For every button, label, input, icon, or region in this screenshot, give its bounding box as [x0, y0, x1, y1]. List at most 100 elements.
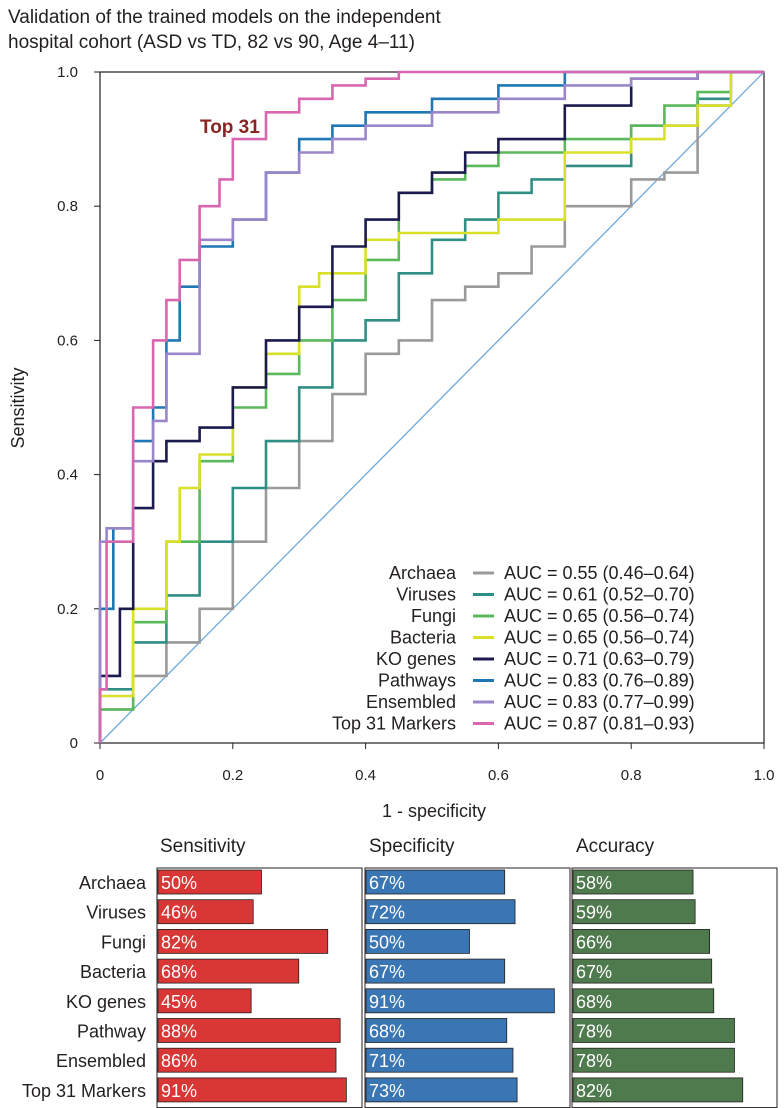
bar-specificity [365, 929, 470, 954]
bar-accuracy [572, 958, 713, 984]
bar-value-label: 67% [369, 873, 405, 893]
roc-chart: 0 0 0.2 0.2 0.4 0.4 0.6 0.6 0.8 0.8 1.0 1.0 1 - spec… [8, 64, 774, 821]
legend-auc: AUC = 0.65 (0.56–0.74) [504, 628, 695, 648]
bar-specificity [365, 1047, 514, 1073]
row-label: Archaea [79, 873, 147, 893]
legend-auc: AUC = 0.71 (0.63–0.79) [504, 649, 695, 669]
bar-value-label: 66% [576, 932, 612, 952]
row-label: Bacteria [80, 962, 147, 982]
row-label: Fungi [101, 932, 146, 952]
bar-value-label: 78% [576, 1022, 612, 1042]
bar-specificity [365, 988, 555, 1014]
row-label: Top 31 Markers [22, 1081, 146, 1101]
bar-value-label: 67% [369, 962, 405, 982]
row-label: KO genes [66, 992, 146, 1012]
legend-auc: AUC = 0.55 (0.46–0.64) [504, 563, 695, 583]
row-label: Ensembled [56, 1051, 146, 1071]
x-tick-label: 0.4 [355, 767, 376, 784]
x-axis-label: 1 - specificity [382, 801, 486, 821]
bar-value-label: 82% [576, 1081, 612, 1101]
bar-value-label: 67% [576, 962, 612, 982]
bar-sensitivity [157, 899, 254, 925]
bar-sensitivity [157, 1018, 341, 1043]
y-tick-label: 0.2 [57, 601, 78, 618]
bar-value-label: 72% [369, 903, 405, 923]
bar-specificity [365, 869, 506, 895]
x-tick-label: 0 [96, 767, 104, 784]
legend-auc: AUC = 0.83 (0.77–0.99) [504, 692, 695, 712]
column-header-specificity: Specificity [369, 836, 455, 857]
chance-line [99, 71, 765, 744]
bar-value-label: 46% [161, 903, 197, 923]
bar-value-label: 50% [161, 873, 197, 893]
bar-sensitivity [157, 988, 252, 1014]
legend-name: KO genes [376, 649, 456, 669]
bar-value-label: 59% [576, 903, 612, 923]
bar-accuracy [572, 988, 715, 1014]
bar-value-label: 88% [161, 1022, 197, 1042]
bar-value-label: 71% [369, 1051, 405, 1071]
bar-sensitivity [157, 869, 262, 895]
x-tick-label: 0.2 [222, 767, 243, 784]
bar-value-label: 68% [576, 992, 612, 1012]
bar-accuracy [572, 1018, 735, 1043]
y-tick-label: 0 [70, 735, 78, 752]
legend-auc: AUC = 0.61 (0.52–0.70) [504, 585, 695, 605]
roc-curve-bacteria [98, 70, 764, 743]
y-tick-label: 1.0 [57, 64, 78, 81]
bar-value-label: 78% [576, 1051, 612, 1071]
title-line-2: hospital cohort (ASD vs TD, 82 vs 90, Ag… [8, 32, 415, 53]
bar-value-label: 45% [161, 992, 197, 1012]
bar-value-label: 86% [161, 1051, 197, 1071]
y-tick-label: 0.4 [57, 467, 78, 484]
y-axis-label: Sensitivity [8, 367, 28, 448]
bar-value-label: 82% [161, 932, 197, 952]
bar-value-label: 73% [369, 1081, 405, 1101]
y-tick-label: 0.6 [57, 332, 78, 349]
legend-auc: AUC = 0.83 (0.76–0.89) [504, 671, 695, 691]
legend-name: Fungi [411, 606, 456, 626]
row-label: Viruses [86, 903, 146, 923]
roc-curve-top-31-markers [98, 70, 764, 743]
legend-auc: AUC = 0.87 (0.81–0.93) [504, 714, 695, 734]
bar-accuracy [572, 1077, 744, 1103]
bar-accuracy [572, 899, 696, 925]
x-tick-label: 0.8 [621, 767, 642, 784]
column-header-accuracy: Accuracy [576, 836, 655, 857]
roc-curve-archaea [98, 70, 764, 743]
bar-accuracy [572, 869, 694, 895]
title-line-1: Validation of the trained models on the … [8, 7, 441, 28]
bar-value-label: 91% [369, 992, 405, 1012]
bar-value-label: 68% [369, 1022, 405, 1042]
column-header-sensitivity: Sensitivity [160, 836, 246, 857]
bar-specificity [365, 1077, 518, 1103]
legend-name: Bacteria [390, 628, 457, 648]
row-label: Pathway [77, 1022, 146, 1042]
legend-name: Pathways [378, 671, 456, 691]
bar-sensitivity [157, 929, 329, 954]
chart-title: Validation of the trained models on the … [8, 7, 441, 53]
legend-name: Top 31 Markers [332, 714, 456, 734]
bar-accuracy [572, 929, 711, 954]
y-tick-label: 0.8 [57, 198, 78, 215]
bar-accuracy [572, 1047, 735, 1073]
x-tick-label: 0.6 [488, 767, 509, 784]
bar-specificity [365, 958, 506, 984]
bar-specificity [365, 1018, 508, 1043]
bar-sensitivity [157, 1077, 347, 1103]
roc-curve-ko-genes [98, 70, 764, 743]
legend-name: Viruses [396, 585, 456, 605]
metrics-bar-chart: Sensitivity 50% 46% 82% 68% 45% 88% 86% 91% Speci… [22, 836, 778, 1108]
x-tick-label: 1.0 [754, 767, 775, 784]
legend-name: Ensembled [366, 692, 456, 712]
bar-value-label: 68% [161, 962, 197, 982]
roc-curve-viruses [98, 70, 764, 743]
legend-name: Archaea [389, 563, 457, 583]
bar-specificity [365, 899, 516, 925]
bar-sensitivity [157, 958, 300, 984]
bar-value-label: 50% [369, 932, 405, 952]
bar-sensitivity [157, 1047, 337, 1073]
bar-value-label: 91% [161, 1081, 197, 1101]
bar-value-label: 58% [576, 873, 612, 893]
annotation-top-31: Top 31 [200, 117, 260, 138]
